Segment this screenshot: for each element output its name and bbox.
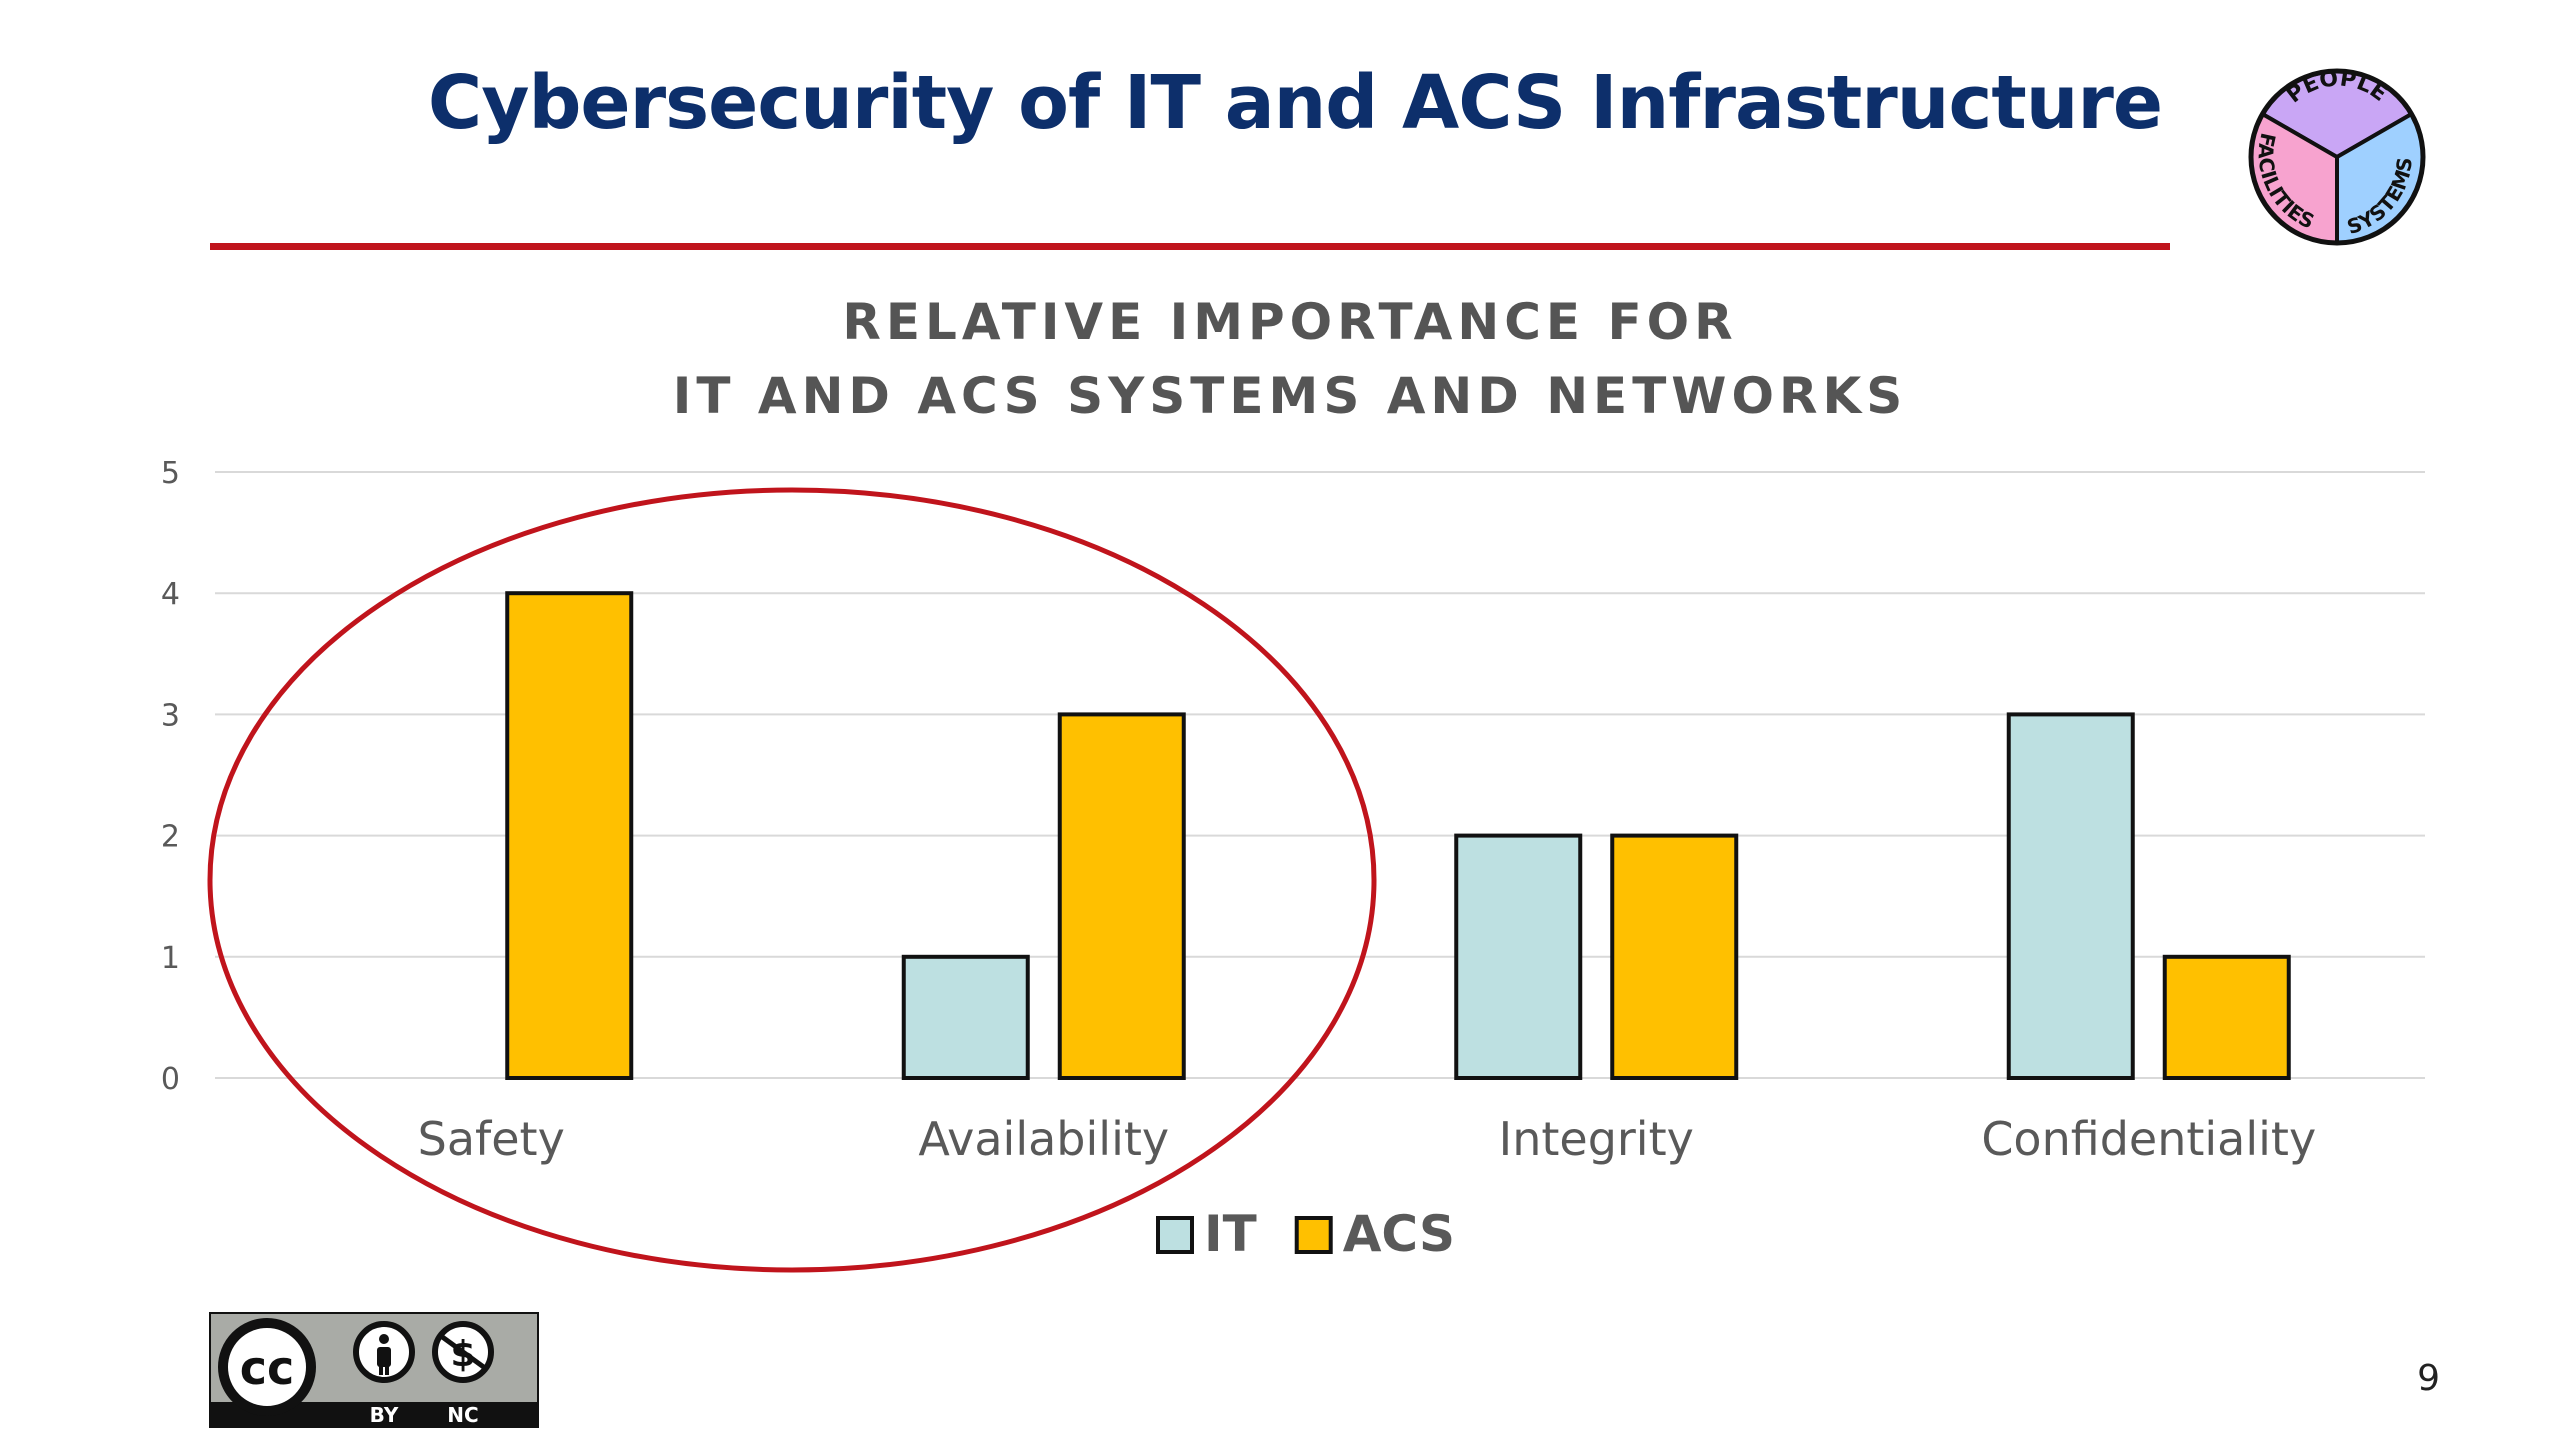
chart-title: RELATIVE IMPORTANCE FOR IT AND ACS SYSTE… bbox=[0, 285, 2560, 433]
y-tick-label: 5 bbox=[161, 456, 180, 491]
x-tick-label: Availability bbox=[918, 1112, 1169, 1166]
y-tick-label: 1 bbox=[161, 941, 180, 976]
cc-by-nc-icon: cc $ BY NC bbox=[209, 1312, 539, 1428]
y-tick-label: 0 bbox=[161, 1062, 180, 1097]
bars bbox=[505, 591, 2291, 1081]
highlight-ellipse bbox=[207, 487, 1377, 1273]
legend-swatch-it bbox=[1156, 1216, 1194, 1254]
chart-title-line-1: RELATIVE IMPORTANCE FOR bbox=[842, 293, 1738, 351]
bar-acs-availability bbox=[1057, 712, 1186, 1081]
legend-label-it: IT bbox=[1204, 1205, 1257, 1263]
chart-title-line-2: IT AND ACS SYSTEMS AND NETWORKS bbox=[672, 367, 1908, 425]
legend-swatch-acs bbox=[1294, 1216, 1333, 1254]
x-axis-ticks: Safety Availability Integrity Confidentiali… bbox=[418, 1112, 2317, 1166]
license-by-label: BY bbox=[370, 1403, 399, 1427]
svg-text:cc: cc bbox=[240, 1341, 295, 1395]
bar-it-integrity bbox=[1454, 833, 1583, 1080]
y-tick-label: 4 bbox=[161, 577, 180, 612]
bar-acs-integrity bbox=[1610, 833, 1739, 1080]
x-tick-label: Integrity bbox=[1499, 1112, 1694, 1166]
page-number: 9 bbox=[2417, 1358, 2440, 1399]
legend-label-acs: ACS bbox=[1343, 1205, 1455, 1263]
people-facilities-systems-logo: PEOPLE FACILITIES SYSTEMS bbox=[2248, 66, 2426, 246]
bar-it-availability bbox=[901, 954, 1030, 1080]
bar-it-confidentiality bbox=[2006, 712, 2135, 1081]
legend: IT ACS bbox=[1156, 1205, 1455, 1263]
slide-title: Cybersecurity of IT and ACS Infrastructu… bbox=[427, 60, 2163, 146]
title-underline bbox=[210, 243, 2170, 250]
license-nc-label: NC bbox=[447, 1403, 478, 1427]
x-tick-label: Confidentiality bbox=[1981, 1112, 2316, 1166]
bar-acs-confidentiality bbox=[2162, 954, 2291, 1080]
y-tick-label: 3 bbox=[161, 698, 180, 733]
bar-acs-safety bbox=[505, 591, 634, 1080]
y-tick-label: 2 bbox=[161, 820, 180, 855]
x-tick-label: Safety bbox=[418, 1112, 565, 1166]
y-axis-ticks: 0 1 2 3 4 5 bbox=[161, 456, 180, 1097]
